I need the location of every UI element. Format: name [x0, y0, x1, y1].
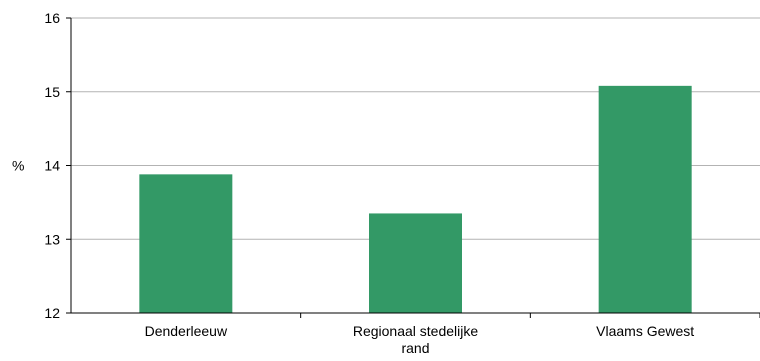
- y-tick-label: 14: [44, 158, 60, 174]
- bar: [139, 174, 233, 313]
- y-tick-label: 13: [44, 231, 60, 247]
- y-tick-label: 15: [44, 84, 60, 100]
- y-ticks: 12 13 14 15 16: [44, 10, 71, 321]
- bar: [369, 213, 462, 313]
- y-tick-label: 16: [44, 10, 60, 26]
- x-category-label: rand: [401, 340, 429, 356]
- x-category-label: Vlaams Gewest: [596, 323, 694, 339]
- bars: [139, 85, 692, 313]
- y-tick-label: 12: [44, 305, 60, 321]
- x-category-label: Regionaal stedelijke: [353, 323, 479, 339]
- bar: [598, 85, 692, 313]
- x-category-label: Denderleeuw: [145, 323, 228, 339]
- y-axis-label: %: [12, 158, 24, 174]
